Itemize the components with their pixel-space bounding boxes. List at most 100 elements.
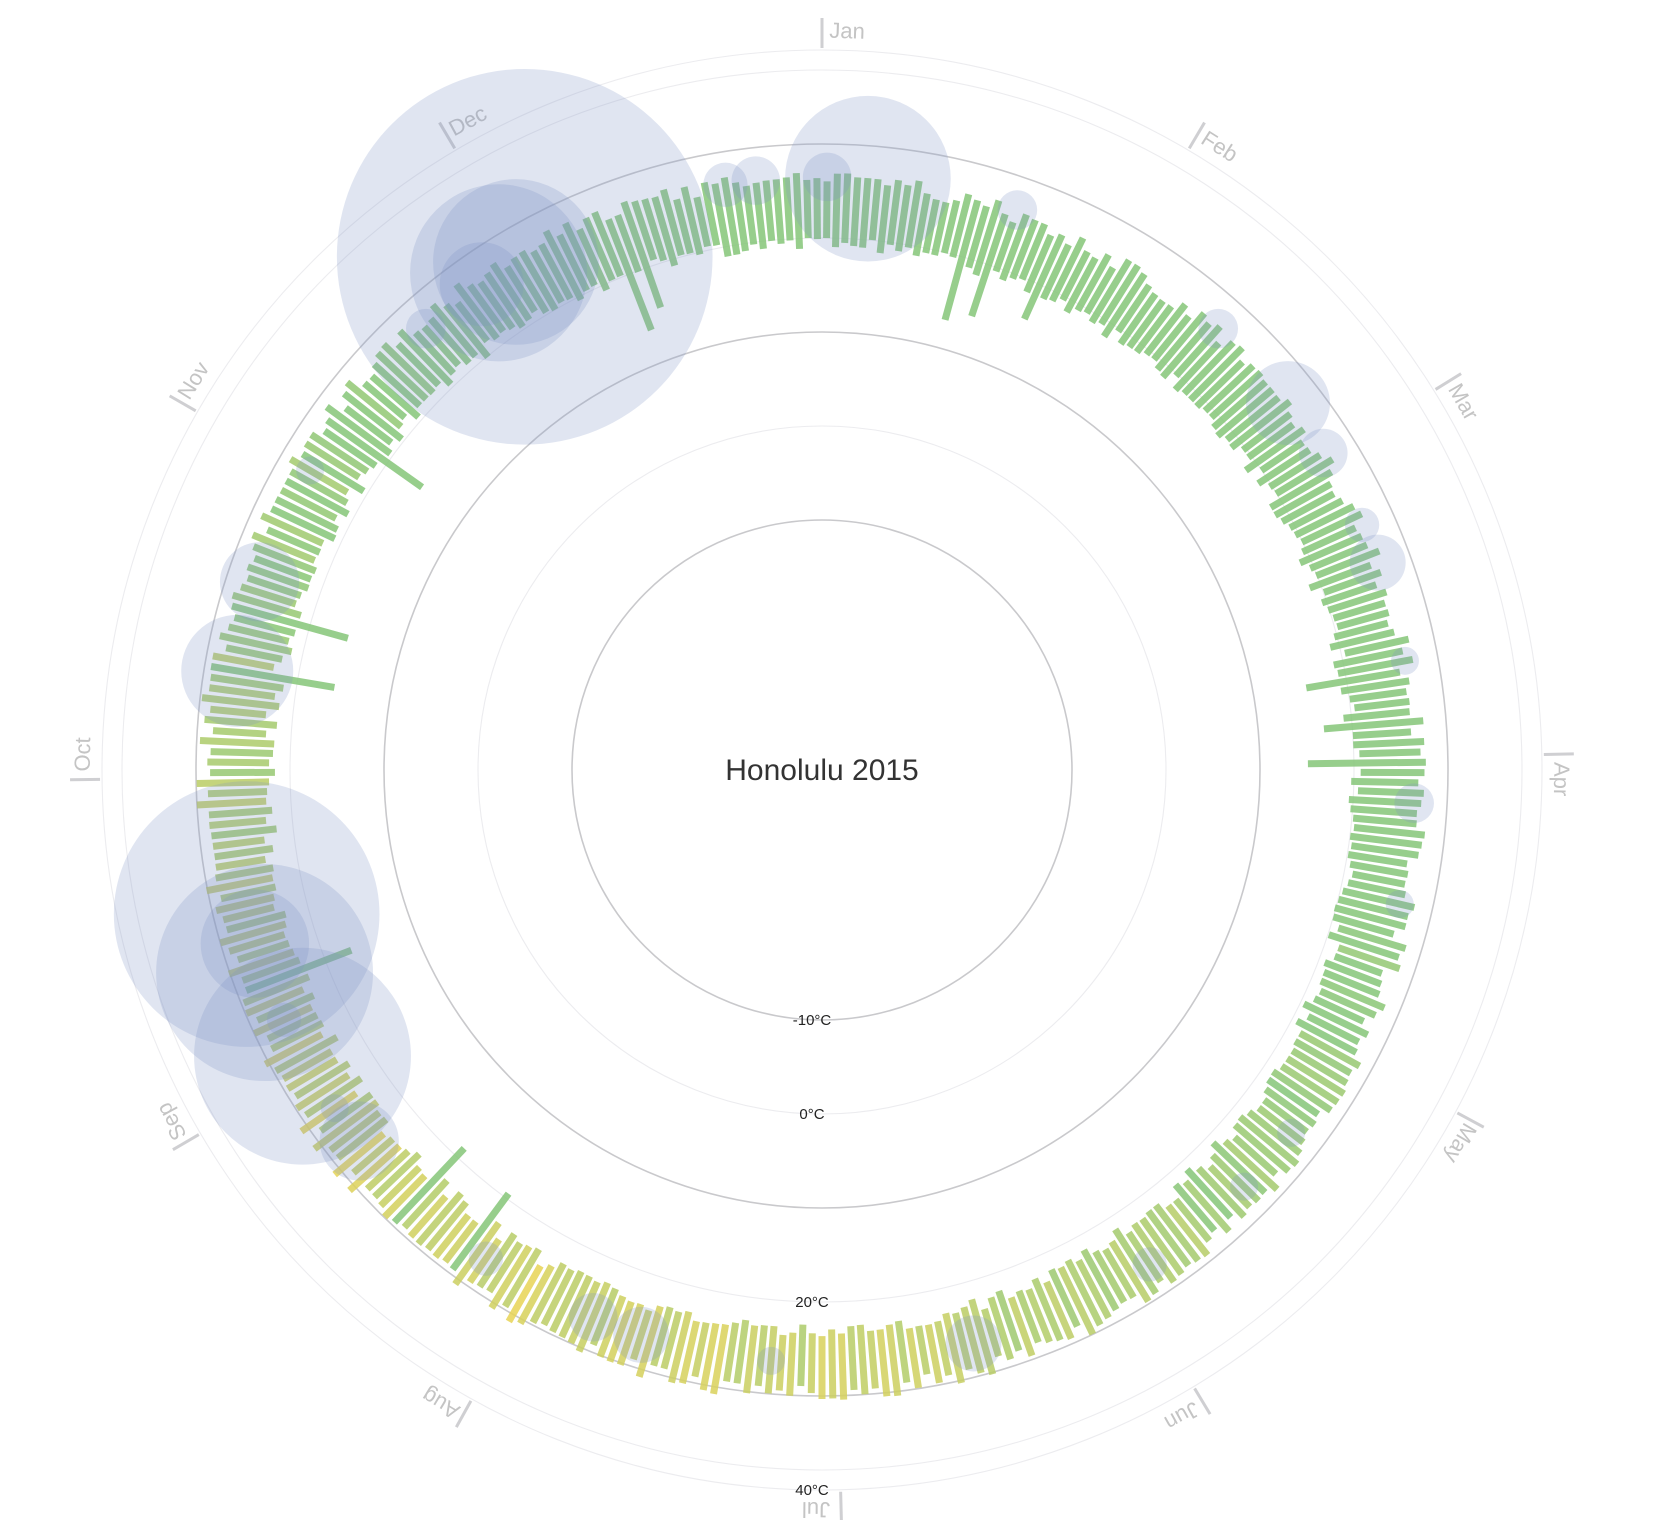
temperature-bar (1246, 421, 1296, 461)
temperature-bar (859, 177, 872, 248)
temperature-bar (1293, 1038, 1353, 1077)
temperature-bar (397, 328, 454, 387)
temperature-bar (303, 440, 361, 481)
temperature-bar (1305, 668, 1401, 692)
month-tick (455, 1400, 473, 1428)
temperature-bar (421, 324, 462, 368)
temperature-bar (1021, 233, 1066, 321)
temperature-bar (1357, 787, 1424, 797)
temperature-bar (1337, 944, 1401, 973)
temperature-bar (720, 176, 741, 256)
temperature-bar (894, 1320, 911, 1384)
temperature-bar (284, 477, 350, 518)
temperature-bar (502, 1247, 542, 1309)
temperature-bar (251, 531, 317, 564)
temperature-bar (1300, 510, 1364, 546)
temperature-bar (1208, 369, 1264, 421)
temperature-bar (931, 201, 950, 256)
temperature-bar (341, 390, 404, 442)
temperature-bar (1031, 1277, 1064, 1342)
temperature-tick-label: 20°C (795, 1294, 829, 1311)
temperature-bar (1256, 1105, 1306, 1146)
temperature-bar (1344, 635, 1410, 657)
temperature-bar (1256, 447, 1312, 487)
temperature-bar (934, 1320, 953, 1376)
temperature-bar (1075, 1258, 1112, 1320)
temperature-bar (252, 543, 317, 575)
temperature-bar (668, 1310, 693, 1384)
temperature-bar (1057, 1265, 1096, 1336)
temperature-bar (215, 893, 275, 915)
temperature-bar (201, 694, 280, 711)
temperature-bar (489, 261, 533, 322)
temperature-bar (303, 1075, 364, 1119)
precipitation-circle (613, 1306, 670, 1363)
temperature-bar (255, 992, 316, 1024)
temperature-bar (1268, 468, 1334, 511)
temperature-bar (510, 256, 550, 315)
temperature-bar (1229, 398, 1293, 451)
temperature-bar (752, 182, 767, 250)
precipitation-circle (319, 1101, 399, 1181)
precipitation-circle (997, 190, 1038, 230)
temperature-bar (1154, 311, 1208, 372)
temperature-bar (289, 468, 349, 507)
temperature-bar (1160, 321, 1212, 380)
temperature-bar (742, 185, 758, 245)
temperature-bar (222, 903, 275, 924)
month-label: Feb (1197, 126, 1242, 167)
temperature-bar (562, 221, 598, 288)
precipitation-circle (219, 542, 300, 622)
temperature-bar (1308, 541, 1369, 572)
temperature-bar (1312, 995, 1366, 1025)
temperature-bar (786, 1332, 797, 1396)
temperature-bar (1314, 547, 1381, 580)
temperature-bar (1319, 977, 1386, 1012)
temperature-bar (196, 797, 267, 809)
temperature-bar (210, 673, 284, 692)
temperature-bar (1083, 265, 1117, 315)
precipitation-circles (113, 68, 1434, 1375)
temperature-bar (428, 316, 472, 366)
temperature-bar (981, 1308, 1002, 1358)
temperature-bar (1279, 1063, 1340, 1106)
temperature-bar (856, 1324, 869, 1395)
temperature-bar (1350, 805, 1418, 818)
temperature-bar (228, 931, 286, 955)
temperature-bar (466, 283, 507, 334)
temperature-bar (1143, 302, 1189, 357)
temperature-bar (263, 1031, 324, 1068)
temperature-bar (538, 242, 574, 301)
month-ring (121, 69, 1523, 1471)
temperature-bar (995, 1289, 1023, 1352)
temperature-bar (325, 417, 425, 491)
temperature-bar (424, 1200, 469, 1252)
temperature-bar (1332, 913, 1395, 938)
temperature-bar (792, 172, 804, 250)
precipitation-circle (266, 1002, 302, 1037)
temperature-bar (517, 1264, 555, 1326)
temperature-bar (596, 1295, 627, 1358)
temperature-bar (211, 825, 277, 840)
temperature-bar (691, 1321, 710, 1378)
temperature-bar (318, 1091, 374, 1134)
temperature-bar (895, 184, 912, 252)
temperature-bar (660, 1310, 683, 1370)
temperature-bar (723, 1322, 740, 1383)
temperature-bar (1074, 253, 1112, 313)
temperature-bar (1349, 832, 1423, 849)
temperature-bar (782, 177, 794, 241)
temperature-bar (1267, 452, 1323, 490)
temperature-bar (279, 487, 338, 522)
temperature-bar (807, 1333, 816, 1394)
temperature-bar (905, 1327, 922, 1389)
temperature-bar (244, 947, 353, 994)
temperature-bar (772, 179, 785, 245)
temperature-bar (605, 218, 655, 332)
temperature-bar (1232, 1122, 1291, 1174)
temperature-bar (711, 183, 732, 257)
precipitation-circle (181, 614, 294, 727)
temperature-bar (832, 173, 841, 248)
temperature-bar (1172, 1197, 1213, 1243)
temperature-tick-label: 0°C (799, 1106, 824, 1123)
